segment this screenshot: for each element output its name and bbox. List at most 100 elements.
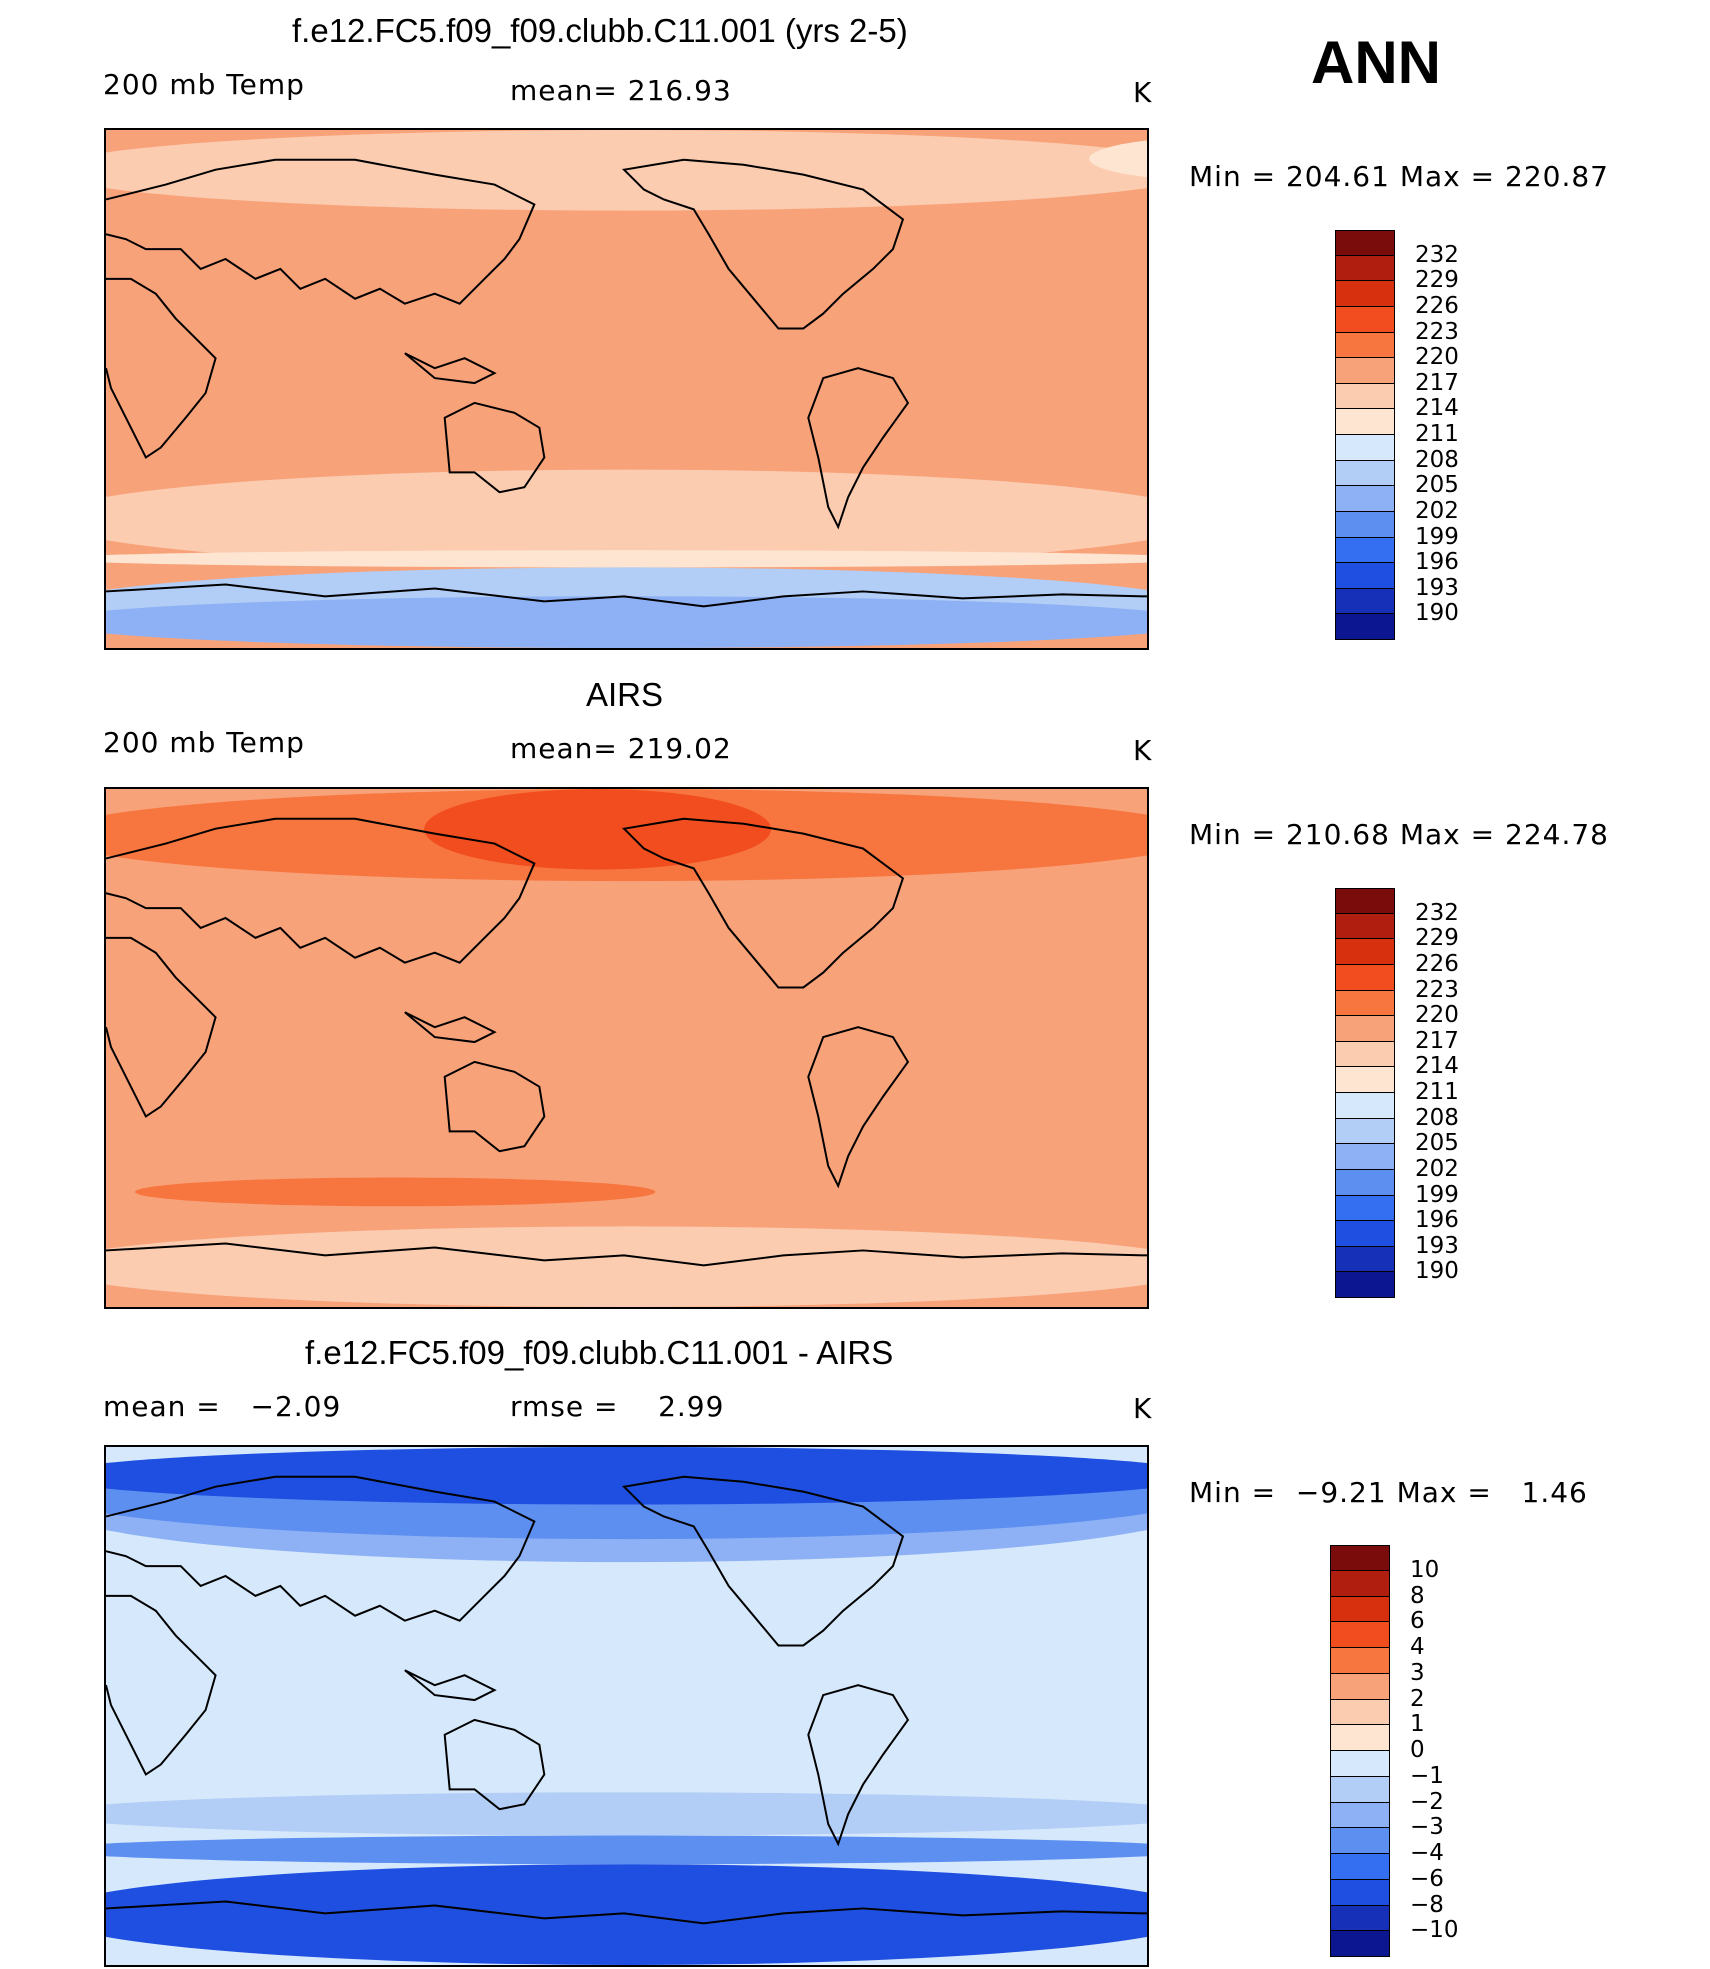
min-label: Min bbox=[1189, 818, 1242, 851]
colorbar-swatch bbox=[1335, 1067, 1395, 1093]
coastline bbox=[621, 817, 905, 989]
colorbar-label: −10 bbox=[1410, 1917, 1459, 1944]
coastline bbox=[807, 367, 910, 530]
colorbar-swatch bbox=[1330, 1673, 1390, 1700]
colorbar-swatch bbox=[1335, 511, 1395, 538]
colorbar-label: 232 bbox=[1415, 899, 1459, 926]
colorbar-swatch bbox=[1330, 1725, 1390, 1751]
colorbar-label: 0 bbox=[1410, 1737, 1425, 1763]
colorbar-swatch bbox=[1335, 1118, 1395, 1145]
colorbar-swatch bbox=[1335, 435, 1395, 461]
colorbar-swatch bbox=[1330, 1545, 1390, 1571]
colorbar-label: 190 bbox=[1415, 600, 1459, 627]
colorbar-swatch bbox=[1335, 486, 1395, 512]
colorbar-label: 217 bbox=[1415, 369, 1459, 396]
colorbar-swatch bbox=[1335, 409, 1395, 435]
colorbar-swatch bbox=[1335, 588, 1395, 615]
coastline bbox=[106, 277, 217, 459]
max-label: Max bbox=[1396, 1476, 1458, 1509]
colorbar-swatch bbox=[1335, 990, 1395, 1017]
colorbar-label: 202 bbox=[1415, 1155, 1459, 1182]
units-label-obs: K bbox=[1133, 734, 1153, 767]
colorbar-swatch bbox=[1335, 1246, 1395, 1273]
mean-label-obs: mean= 219.02 bbox=[510, 732, 732, 765]
rmse-text: rmse = bbox=[510, 1390, 619, 1423]
contour-band bbox=[106, 1792, 1147, 1836]
colorbar-label: 214 bbox=[1415, 1053, 1459, 1080]
colorbar-label: 202 bbox=[1415, 497, 1459, 524]
min-label: Min bbox=[1189, 1476, 1242, 1509]
minmax-diff: Min = −9.21 Max = 1.46 bbox=[1189, 1476, 1588, 1509]
colorbar-label: −8 bbox=[1410, 1891, 1444, 1918]
colorbar-swatch bbox=[1330, 1596, 1390, 1623]
colorbar-label: 208 bbox=[1415, 446, 1459, 473]
coastline bbox=[807, 1684, 910, 1847]
coastline bbox=[106, 583, 1147, 608]
colorbar-swatch bbox=[1330, 1854, 1390, 1880]
colorbar-label: 196 bbox=[1415, 1207, 1459, 1234]
colorbar-swatch bbox=[1335, 563, 1395, 589]
coastline bbox=[807, 1026, 910, 1189]
mean-text: mean= bbox=[510, 74, 618, 107]
contour-band bbox=[106, 596, 1147, 648]
contour-band bbox=[106, 1447, 1147, 1505]
units-label-diff: K bbox=[1133, 1392, 1153, 1425]
colorbar-label: 1 bbox=[1410, 1711, 1425, 1738]
colorbar-swatch bbox=[1335, 306, 1395, 333]
colorbar-label: 199 bbox=[1415, 1181, 1459, 1208]
colorbar-swatch bbox=[1335, 614, 1395, 640]
colorbar-label: 199 bbox=[1415, 523, 1459, 550]
colorbar-label: 232 bbox=[1415, 241, 1459, 268]
coastline bbox=[106, 1242, 1147, 1267]
colorbar-label: 211 bbox=[1415, 421, 1459, 447]
colorbar-swatch bbox=[1330, 1622, 1390, 1648]
colorbar-label: 2 bbox=[1410, 1685, 1425, 1712]
coastline bbox=[106, 1594, 217, 1776]
colorbar-swatch bbox=[1335, 1195, 1395, 1222]
mean-value: −2.09 bbox=[250, 1390, 342, 1423]
map-diff-svg bbox=[106, 1447, 1147, 1965]
max-value: 1.46 bbox=[1521, 1476, 1588, 1509]
mean-value: 219.02 bbox=[627, 732, 732, 765]
colorbar-label: 226 bbox=[1415, 950, 1459, 977]
coastline bbox=[404, 1011, 497, 1044]
contour-band bbox=[1089, 140, 1147, 178]
panel-title-diff: f.e12.FC5.f09_f09.clubb.C11.001 - AIRS bbox=[305, 1334, 894, 1371]
colorbar-swatch bbox=[1330, 1751, 1390, 1777]
colorbar-swatch bbox=[1335, 358, 1395, 384]
colorbar-swatch bbox=[1335, 913, 1395, 940]
colorbar-swatch bbox=[1330, 1879, 1390, 1906]
colorbar-swatch bbox=[1335, 383, 1395, 410]
panel-title-obs: AIRS bbox=[586, 676, 664, 713]
colorbar-label: 6 bbox=[1410, 1608, 1425, 1635]
colorbar-swatch bbox=[1330, 1776, 1390, 1803]
colorbar-swatch bbox=[1330, 1828, 1390, 1854]
colorbar-swatch bbox=[1335, 460, 1395, 487]
colorbar-diff bbox=[1330, 1545, 1390, 1957]
coastline bbox=[106, 1900, 1147, 1925]
mean-label-model: mean= 216.93 bbox=[510, 74, 732, 107]
coastline bbox=[443, 1060, 546, 1153]
panel-title-model: f.e12.FC5.f09_f09.clubb.C11.001 (yrs 2-5… bbox=[292, 12, 908, 49]
map-obs-svg bbox=[106, 789, 1147, 1307]
colorbar-label: 8 bbox=[1410, 1582, 1425, 1609]
minmax-model: Min = 204.61 Max = 220.87 bbox=[1189, 160, 1609, 193]
colorbar-swatch bbox=[1335, 888, 1395, 914]
colorbar-label: 190 bbox=[1415, 1258, 1459, 1285]
colorbar-label: 220 bbox=[1415, 344, 1459, 371]
colorbar-swatch bbox=[1330, 1905, 1390, 1932]
colorbar-label: 220 bbox=[1415, 1002, 1459, 1029]
colorbar-obs bbox=[1335, 888, 1395, 1298]
min-value: 210.68 bbox=[1285, 818, 1390, 851]
colorbar-swatch bbox=[1335, 939, 1395, 965]
colorbar-swatch bbox=[1335, 281, 1395, 307]
contour-band bbox=[106, 1226, 1147, 1307]
contour-band bbox=[106, 1835, 1147, 1865]
colorbar-swatch bbox=[1335, 1272, 1395, 1298]
coastline bbox=[404, 352, 497, 385]
colorbar-label: 226 bbox=[1415, 292, 1459, 319]
coastline bbox=[106, 817, 536, 964]
mean-label-diff: mean = −2.09 bbox=[103, 1390, 341, 1423]
max-label: Max bbox=[1399, 818, 1461, 851]
rmse-label-diff: rmse = 2.99 bbox=[510, 1390, 724, 1423]
